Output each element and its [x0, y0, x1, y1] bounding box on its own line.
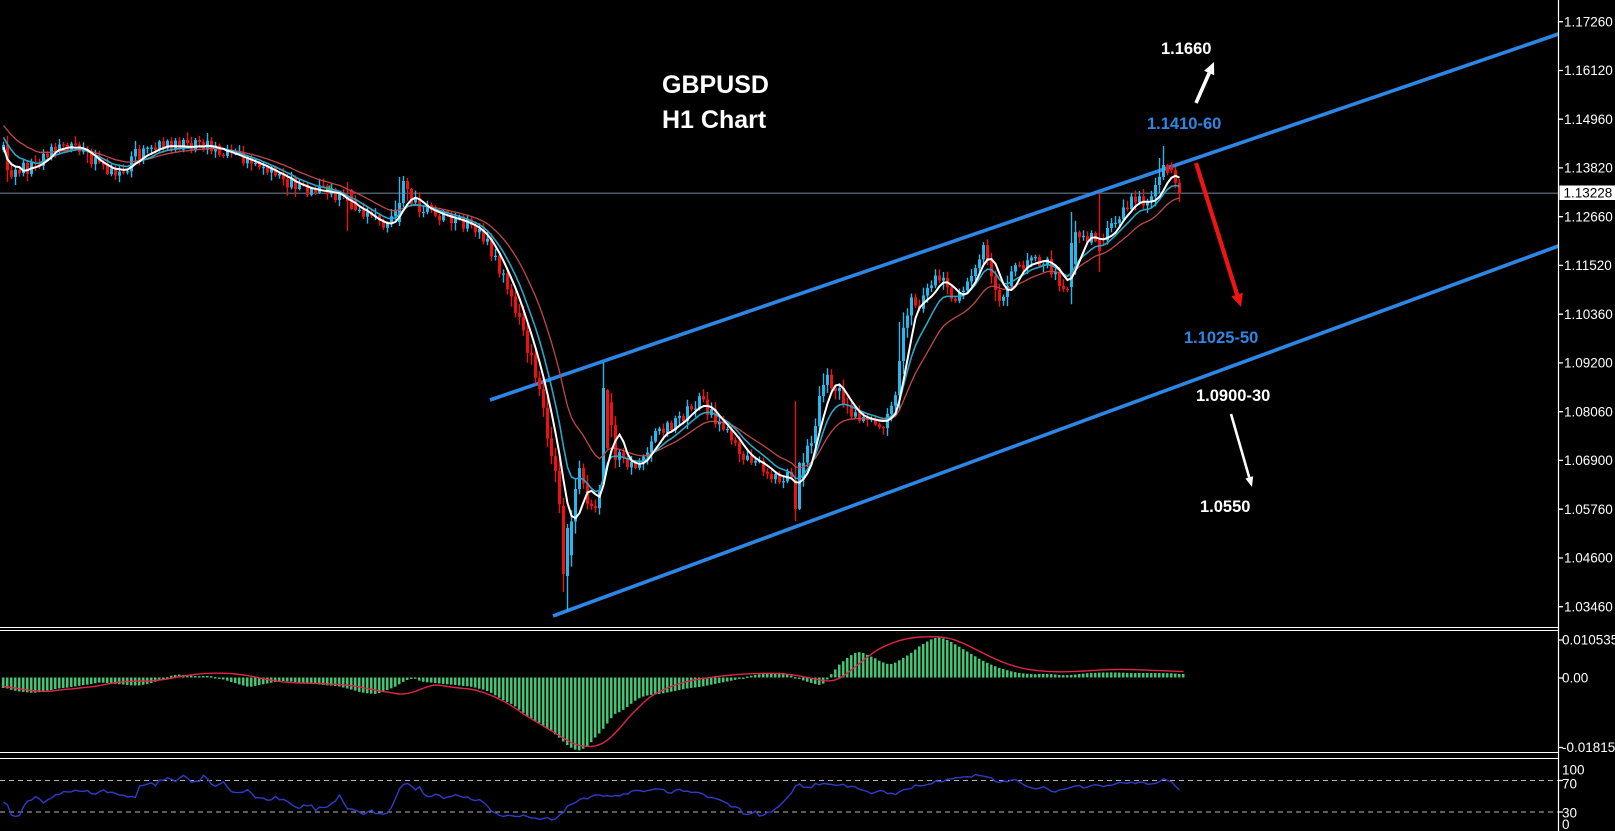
svg-text:1.1660: 1.1660 — [1161, 40, 1211, 58]
svg-text:1.1410-60: 1.1410-60 — [1147, 115, 1221, 133]
svg-text:1.11520: 1.11520 — [1564, 258, 1612, 273]
svg-text:1.12660: 1.12660 — [1564, 209, 1613, 224]
svg-text:GBPUSD: GBPUSD — [662, 71, 769, 99]
svg-text:1.06900: 1.06900 — [1564, 453, 1613, 468]
svg-text:1.0900-30: 1.0900-30 — [1196, 387, 1270, 405]
svg-text:1.05760: 1.05760 — [1564, 502, 1613, 517]
svg-text:70: 70 — [1562, 777, 1577, 792]
svg-text:30: 30 — [1562, 806, 1577, 821]
svg-text:H1 Chart: H1 Chart — [662, 106, 767, 134]
svg-text:1.13820: 1.13820 — [1564, 161, 1613, 176]
svg-text:100: 100 — [1562, 763, 1585, 778]
svg-text:1.09200: 1.09200 — [1564, 356, 1613, 371]
svg-text:1.16120: 1.16120 — [1564, 63, 1613, 78]
svg-text:0.00: 0.00 — [1562, 671, 1588, 686]
svg-text:1.1025-50: 1.1025-50 — [1184, 329, 1258, 347]
svg-text:1.04600: 1.04600 — [1564, 551, 1613, 566]
svg-text:1.03460: 1.03460 — [1564, 599, 1613, 614]
svg-text:0: 0 — [1562, 817, 1570, 831]
svg-text:1.14960: 1.14960 — [1564, 112, 1613, 127]
svg-text:0.010535: 0.010535 — [1562, 633, 1615, 648]
svg-text:1.10360: 1.10360 — [1564, 307, 1613, 322]
svg-text:1.17260: 1.17260 — [1564, 14, 1613, 29]
svg-text:1.0550: 1.0550 — [1200, 498, 1250, 516]
svg-text:1.13228: 1.13228 — [1564, 186, 1613, 201]
svg-text:1.08060: 1.08060 — [1564, 404, 1613, 419]
